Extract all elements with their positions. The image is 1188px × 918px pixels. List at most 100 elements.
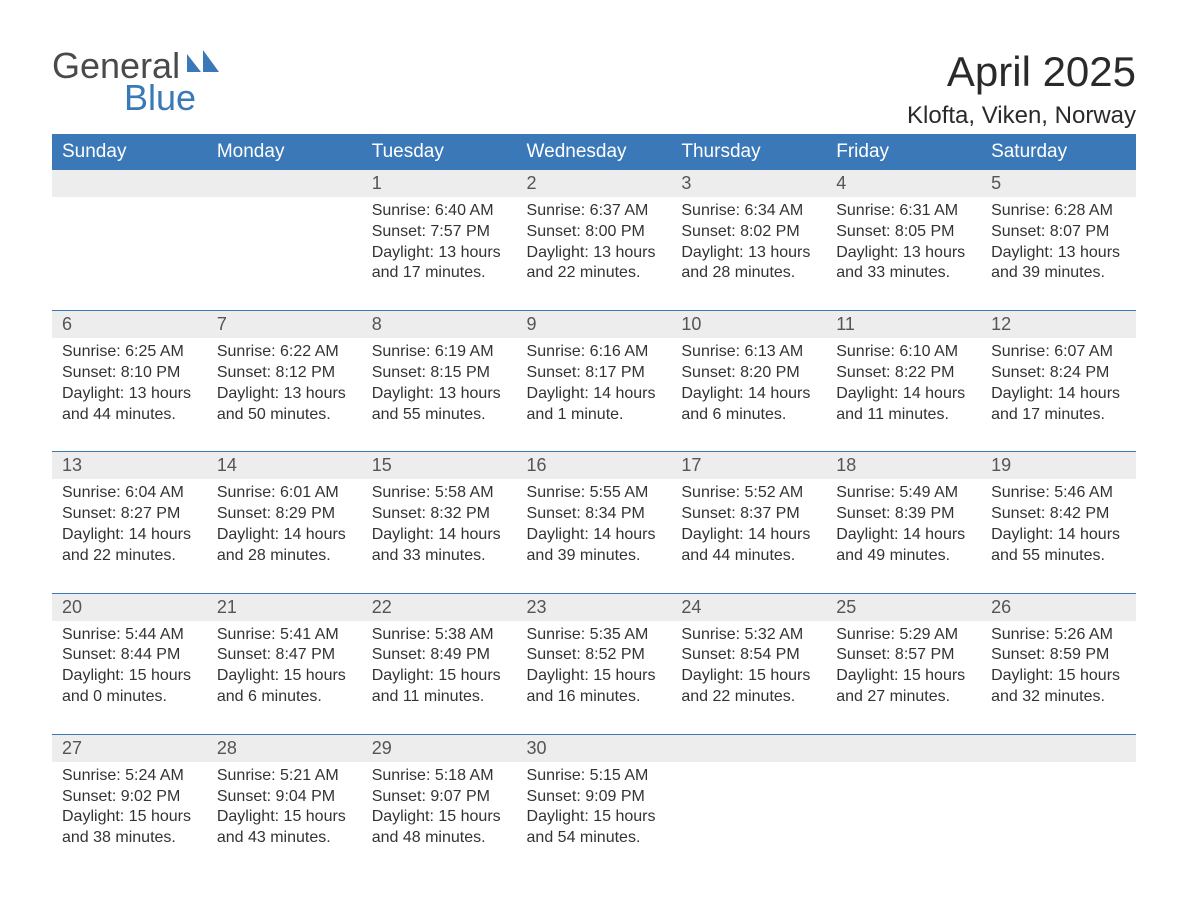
- day-content-cell: Sunrise: 6:40 AMSunset: 7:57 PMDaylight:…: [362, 197, 517, 311]
- day-number-cell: 9: [517, 311, 672, 339]
- sunset-text: Sunset: 8:24 PM: [991, 363, 1126, 384]
- day-content-cell: Sunrise: 5:41 AMSunset: 8:47 PMDaylight:…: [207, 621, 362, 735]
- daylight-text-1: Daylight: 15 hours: [372, 807, 507, 828]
- sunrise-text: Sunrise: 6:25 AM: [62, 342, 197, 363]
- day-content-cell: Sunrise: 6:37 AMSunset: 8:00 PMDaylight:…: [517, 197, 672, 311]
- day-content-cell: Sunrise: 6:22 AMSunset: 8:12 PMDaylight:…: [207, 338, 362, 452]
- day-number-cell: [981, 734, 1136, 762]
- day-content-cell: [981, 762, 1136, 875]
- daylight-text-1: Daylight: 15 hours: [62, 666, 197, 687]
- day-content-cell: Sunrise: 6:07 AMSunset: 8:24 PMDaylight:…: [981, 338, 1136, 452]
- sunset-text: Sunset: 8:27 PM: [62, 504, 197, 525]
- week-content-row: Sunrise: 6:40 AMSunset: 7:57 PMDaylight:…: [52, 197, 1136, 311]
- day-number-cell: 17: [671, 452, 826, 480]
- sunset-text: Sunset: 8:57 PM: [836, 645, 971, 666]
- day-number-cell: 10: [671, 311, 826, 339]
- day-content-cell: Sunrise: 5:29 AMSunset: 8:57 PMDaylight:…: [826, 621, 981, 735]
- page-subtitle: Klofta, Viken, Norway: [907, 102, 1136, 130]
- daylight-text-1: Daylight: 13 hours: [217, 384, 352, 405]
- day-number-cell: 11: [826, 311, 981, 339]
- week-daynum-row: 13141516171819: [52, 452, 1136, 480]
- sunset-text: Sunset: 8:44 PM: [62, 645, 197, 666]
- daylight-text-2: and 43 minutes.: [217, 828, 352, 849]
- daylight-text-2: and 49 minutes.: [836, 546, 971, 567]
- sunrise-text: Sunrise: 5:32 AM: [681, 625, 816, 646]
- sunrise-text: Sunrise: 5:58 AM: [372, 483, 507, 504]
- daylight-text-1: Daylight: 14 hours: [991, 525, 1126, 546]
- sunset-text: Sunset: 8:02 PM: [681, 222, 816, 243]
- daylight-text-2: and 38 minutes.: [62, 828, 197, 849]
- day-content-cell: Sunrise: 6:28 AMSunset: 8:07 PMDaylight:…: [981, 197, 1136, 311]
- day-content-cell: Sunrise: 5:58 AMSunset: 8:32 PMDaylight:…: [362, 479, 517, 593]
- sunrise-text: Sunrise: 5:15 AM: [527, 766, 662, 787]
- sunrise-text: Sunrise: 5:35 AM: [527, 625, 662, 646]
- daylight-text-1: Daylight: 14 hours: [681, 525, 816, 546]
- day-number-cell: 27: [52, 734, 207, 762]
- daylight-text-1: Daylight: 14 hours: [62, 525, 197, 546]
- daylight-text-2: and 32 minutes.: [991, 687, 1126, 708]
- sunset-text: Sunset: 8:12 PM: [217, 363, 352, 384]
- day-content-cell: Sunrise: 5:15 AMSunset: 9:09 PMDaylight:…: [517, 762, 672, 875]
- week-content-row: Sunrise: 6:04 AMSunset: 8:27 PMDaylight:…: [52, 479, 1136, 593]
- day-number-cell: 19: [981, 452, 1136, 480]
- daylight-text-2: and 28 minutes.: [217, 546, 352, 567]
- day-content-cell: Sunrise: 6:34 AMSunset: 8:02 PMDaylight:…: [671, 197, 826, 311]
- day-number-cell: 29: [362, 734, 517, 762]
- day-number-cell: 2: [517, 170, 672, 197]
- daylight-text-1: Daylight: 15 hours: [217, 807, 352, 828]
- sunrise-text: Sunrise: 5:18 AM: [372, 766, 507, 787]
- day-content-cell: Sunrise: 5:46 AMSunset: 8:42 PMDaylight:…: [981, 479, 1136, 593]
- sunset-text: Sunset: 8:37 PM: [681, 504, 816, 525]
- sunrise-text: Sunrise: 5:24 AM: [62, 766, 197, 787]
- daylight-text-1: Daylight: 13 hours: [62, 384, 197, 405]
- daylight-text-1: Daylight: 14 hours: [372, 525, 507, 546]
- daylight-text-2: and 48 minutes.: [372, 828, 507, 849]
- sunrise-text: Sunrise: 6:37 AM: [527, 201, 662, 222]
- day-number-cell: 20: [52, 593, 207, 621]
- sunset-text: Sunset: 7:57 PM: [372, 222, 507, 243]
- day-number-cell: 24: [671, 593, 826, 621]
- sunset-text: Sunset: 8:32 PM: [372, 504, 507, 525]
- day-content-cell: Sunrise: 5:26 AMSunset: 8:59 PMDaylight:…: [981, 621, 1136, 735]
- day-content-cell: Sunrise: 5:35 AMSunset: 8:52 PMDaylight:…: [517, 621, 672, 735]
- day-number-cell: 23: [517, 593, 672, 621]
- daylight-text-1: Daylight: 15 hours: [527, 666, 662, 687]
- logo-sail-icon: [187, 50, 219, 77]
- week-content-row: Sunrise: 5:24 AMSunset: 9:02 PMDaylight:…: [52, 762, 1136, 875]
- daylight-text-1: Daylight: 15 hours: [527, 807, 662, 828]
- logo-text-blue: Blue: [124, 80, 219, 116]
- daylight-text-1: Daylight: 13 hours: [527, 243, 662, 264]
- day-number-cell: 25: [826, 593, 981, 621]
- daylight-text-2: and 33 minutes.: [372, 546, 507, 567]
- day-number-cell: 28: [207, 734, 362, 762]
- daylight-text-1: Daylight: 15 hours: [62, 807, 197, 828]
- daylight-text-1: Daylight: 14 hours: [681, 384, 816, 405]
- day-number-cell: 13: [52, 452, 207, 480]
- daylight-text-2: and 33 minutes.: [836, 263, 971, 284]
- daylight-text-1: Daylight: 13 hours: [372, 384, 507, 405]
- daylight-text-2: and 17 minutes.: [991, 405, 1126, 426]
- day-header: Thursday: [671, 134, 826, 170]
- day-number-cell: 3: [671, 170, 826, 197]
- daylight-text-2: and 6 minutes.: [681, 405, 816, 426]
- daylight-text-1: Daylight: 15 hours: [372, 666, 507, 687]
- daylight-text-2: and 11 minutes.: [372, 687, 507, 708]
- week-content-row: Sunrise: 6:25 AMSunset: 8:10 PMDaylight:…: [52, 338, 1136, 452]
- daylight-text-1: Daylight: 13 hours: [372, 243, 507, 264]
- day-number-cell: [207, 170, 362, 197]
- sunset-text: Sunset: 8:05 PM: [836, 222, 971, 243]
- week-daynum-row: 20212223242526: [52, 593, 1136, 621]
- daylight-text-2: and 50 minutes.: [217, 405, 352, 426]
- page-header: General Blue April 2025 Klofta, Viken, N…: [52, 48, 1136, 116]
- day-content-cell: Sunrise: 5:44 AMSunset: 8:44 PMDaylight:…: [52, 621, 207, 735]
- day-number-cell: 5: [981, 170, 1136, 197]
- day-number-cell: 4: [826, 170, 981, 197]
- daylight-text-1: Daylight: 14 hours: [527, 525, 662, 546]
- day-number-cell: 6: [52, 311, 207, 339]
- day-number-cell: 18: [826, 452, 981, 480]
- sunrise-text: Sunrise: 5:55 AM: [527, 483, 662, 504]
- day-content-cell: Sunrise: 6:13 AMSunset: 8:20 PMDaylight:…: [671, 338, 826, 452]
- sunrise-text: Sunrise: 6:13 AM: [681, 342, 816, 363]
- sunset-text: Sunset: 8:20 PM: [681, 363, 816, 384]
- daylight-text-2: and 55 minutes.: [991, 546, 1126, 567]
